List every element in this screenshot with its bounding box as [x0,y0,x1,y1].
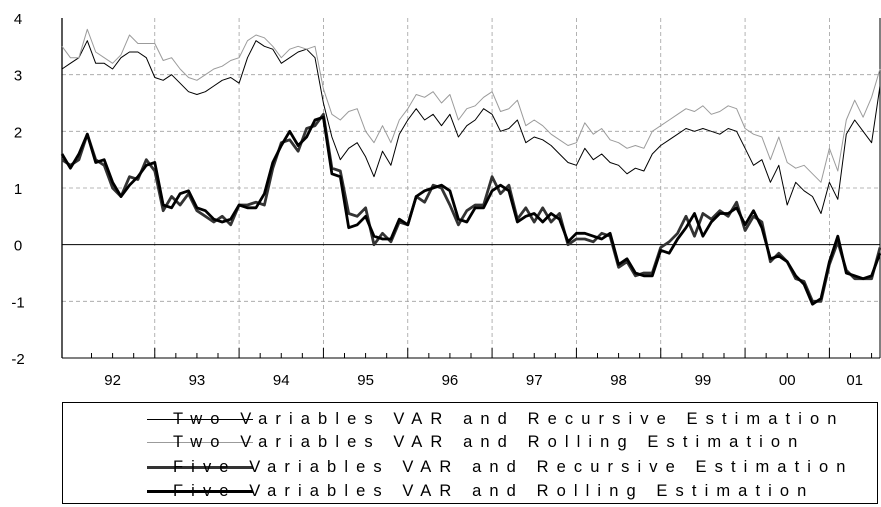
legend-swatch-two-var-recursive [147,419,253,420]
legend-item: Two Variables VAR and Recursive Estimati… [63,409,877,429]
y-tick-label: -1 [11,294,24,311]
x-tick-label: 93 [189,372,206,389]
x-tick-label: 00 [779,372,796,389]
x-tick-label: 97 [526,372,543,389]
legend: Two Variables VAR and Recursive Estimati… [62,402,878,504]
legend-item: Five Variables VAR and Recursive Estimat… [63,457,877,477]
y-tick-label: 1 [14,181,22,198]
series-line [60,115,881,306]
legend-label: Five Variables VAR and Recursive Estimat… [173,458,854,476]
x-tick-label: 92 [104,372,121,389]
legend-label: Five Variables VAR and Rolling Estimatio… [173,482,815,500]
series-line [61,40,881,214]
y-tick-label: 0 [14,238,22,255]
y-tick-label: -2 [11,351,24,368]
x-tick-label: 01 [846,372,863,389]
line-chart: 4 3 2 1 0 -1 -2 92 93 94 95 96 97 98 99 00 01 [11,11,881,389]
legend-label: Two Variables VAR and Rolling Estimation [173,433,806,451]
x-tick-label: 98 [610,372,627,389]
series-line [61,112,881,303]
series-line [61,28,881,183]
legend-item: Two Variables VAR and Rolling Estimation [63,432,877,452]
legend-swatch-five-var-rolling [147,490,253,493]
x-tick-label: 94 [273,372,290,389]
legend-item: Five Variables VAR and Rolling Estimatio… [63,481,877,501]
axes [61,18,881,359]
y-tick-label: 4 [14,11,22,28]
legend-swatch-five-var-recursive [147,466,253,469]
grid-lines [62,18,880,358]
legend-swatch-two-var-rolling [147,442,253,443]
series-lines [60,28,881,306]
y-tick-label: 2 [14,124,22,141]
x-tick-label: 95 [357,372,374,389]
tick-labels: 4 3 2 1 0 -1 -2 92 93 94 95 96 97 98 99 00 01 [11,11,863,389]
y-tick-label: 3 [14,68,22,85]
legend-label: Two Variables VAR and Recursive Estimati… [173,410,845,428]
x-tick-label: 96 [442,372,459,389]
x-tick-label: 99 [695,372,712,389]
